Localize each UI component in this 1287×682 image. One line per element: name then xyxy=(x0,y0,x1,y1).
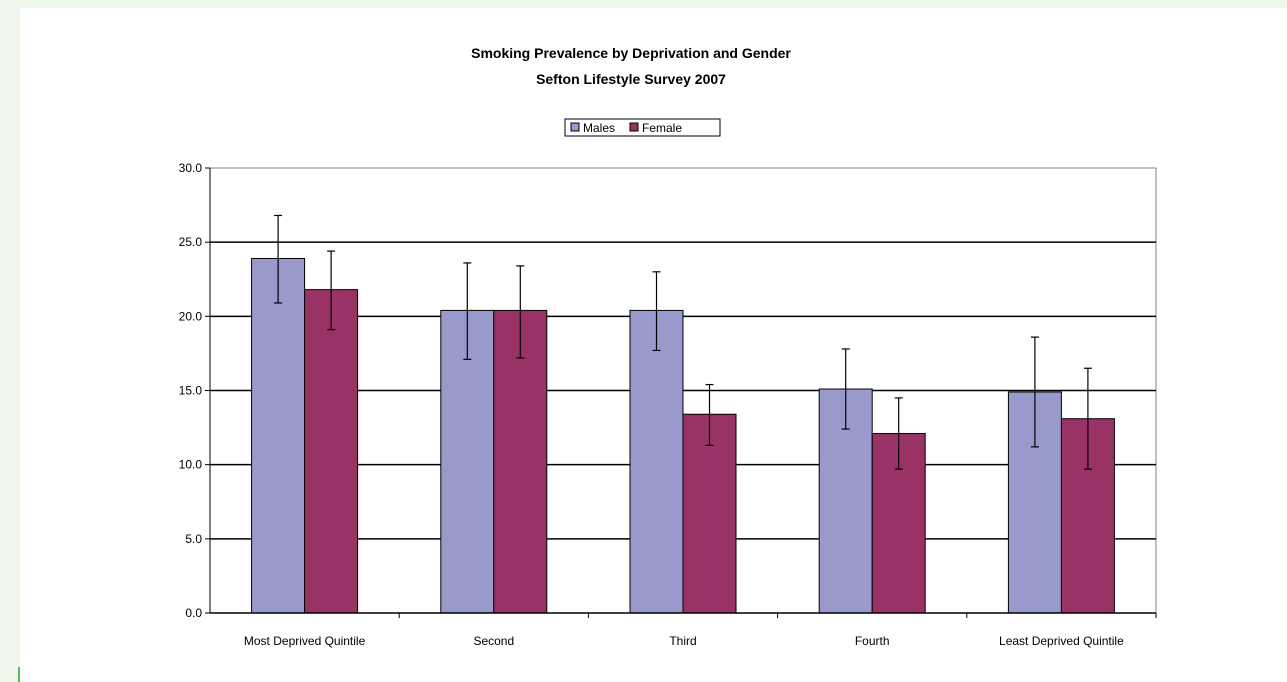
bar-males xyxy=(629,309,684,614)
axes: 0.0 5.0 10.0 15.0 20.0 25.0 30.0 Most Deprived … xyxy=(179,161,1157,648)
y-tick-label: 5.0 xyxy=(185,532,202,546)
legend-border xyxy=(564,118,721,137)
bar-female xyxy=(493,309,548,614)
legend-label-female: Female xyxy=(642,121,682,135)
y-tick-label: 0.0 xyxy=(185,606,202,620)
chart-title: Smoking Prevalence by Deprivation and Ge… xyxy=(471,45,791,61)
bar-female xyxy=(304,289,359,614)
error-bars xyxy=(274,214,1092,470)
x-tick-label: Fourth xyxy=(855,634,890,648)
x-tick-label: Third xyxy=(669,634,696,648)
x-tick-label: Second xyxy=(473,634,514,648)
x-tick-label: Least Deprived Quintile xyxy=(999,634,1124,648)
y-tick-label: 25.0 xyxy=(179,235,203,249)
y-tick-label: 30.0 xyxy=(179,161,203,175)
bar-female xyxy=(682,413,737,614)
legend-swatch-males xyxy=(570,122,580,132)
left-accent-line xyxy=(18,667,20,682)
bar-males xyxy=(440,309,495,614)
legend-swatch-female xyxy=(629,122,639,132)
chart-subtitle: Sefton Lifestyle Survey 2007 xyxy=(536,71,726,87)
x-tick-label: Most Deprived Quintile xyxy=(244,634,366,648)
bar-males xyxy=(251,257,306,614)
legend-label-males: Males xyxy=(583,121,615,135)
y-tick-label: 15.0 xyxy=(179,384,203,398)
y-tick-label: 10.0 xyxy=(179,458,203,472)
bars xyxy=(251,257,1115,614)
y-tick-label: 20.0 xyxy=(179,309,203,323)
legend: Males Female xyxy=(564,118,721,137)
